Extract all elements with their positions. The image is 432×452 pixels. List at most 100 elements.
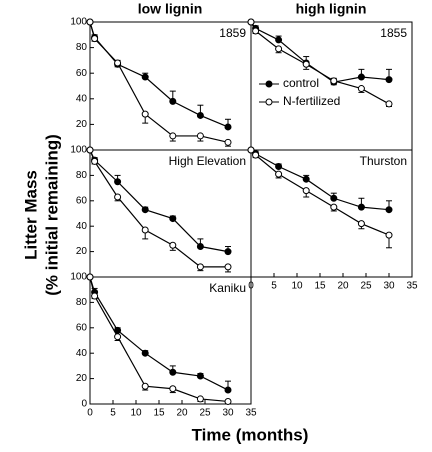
column-title: high lignin xyxy=(296,1,367,17)
x-tick-label: 10 xyxy=(130,408,142,419)
x-tick-label: 15 xyxy=(153,408,165,419)
y-axis-label: Litter Mass xyxy=(21,170,40,260)
y-tick-label: 20 xyxy=(76,246,88,257)
marker xyxy=(169,132,177,140)
marker xyxy=(330,203,338,211)
marker xyxy=(252,151,260,159)
legend-marker xyxy=(265,98,273,106)
panel-title: Kaniku xyxy=(209,281,246,295)
marker xyxy=(141,206,149,214)
marker xyxy=(224,386,232,394)
x-tick-label: 5 xyxy=(110,408,116,419)
series-line xyxy=(250,21,390,105)
marker xyxy=(357,85,365,93)
marker xyxy=(357,203,365,211)
x-tick-label: 35 xyxy=(406,281,418,292)
marker xyxy=(141,226,149,234)
legend-label: control xyxy=(283,76,319,90)
panel-title: 1859 xyxy=(219,26,246,40)
marker xyxy=(357,73,365,81)
marker xyxy=(196,372,204,380)
x-tick-label: 0 xyxy=(87,408,93,419)
y-tick-label: 100 xyxy=(70,145,87,156)
series-line xyxy=(89,276,229,403)
marker xyxy=(91,292,99,300)
y-tick-label: 20 xyxy=(76,119,88,130)
marker xyxy=(114,333,122,341)
marker xyxy=(196,395,204,403)
marker xyxy=(196,111,204,119)
x-tick-label: 20 xyxy=(176,408,188,419)
panel-title: High Elevation xyxy=(169,154,246,168)
marker xyxy=(385,100,393,108)
marker xyxy=(114,178,122,186)
y-tick-label: 100 xyxy=(70,17,87,28)
marker xyxy=(224,397,232,405)
marker xyxy=(224,123,232,131)
x-tick-label: 10 xyxy=(291,281,303,292)
y-tick-label: 100 xyxy=(70,272,87,283)
legend-marker xyxy=(265,80,273,88)
marker xyxy=(169,215,177,223)
marker xyxy=(169,385,177,393)
marker xyxy=(141,73,149,81)
y-tick-label: 60 xyxy=(76,322,88,333)
marker xyxy=(86,273,94,281)
x-tick-label: 5 xyxy=(271,281,277,292)
marker xyxy=(224,263,232,271)
marker xyxy=(247,18,255,26)
series-line xyxy=(89,21,229,128)
marker xyxy=(141,382,149,390)
marker xyxy=(302,60,310,68)
panel-title: 1855 xyxy=(380,26,407,40)
marker xyxy=(385,206,393,214)
marker xyxy=(385,231,393,239)
y-tick-label: 60 xyxy=(76,195,88,206)
marker xyxy=(169,241,177,249)
y-tick-label: 20 xyxy=(76,373,88,384)
marker xyxy=(196,263,204,271)
y-tick-label: 0 xyxy=(81,399,87,410)
y-tick-label: 40 xyxy=(76,93,88,104)
marker xyxy=(196,243,204,251)
y-tick-label: 40 xyxy=(76,348,88,359)
marker xyxy=(330,194,338,202)
column-title: low lignin xyxy=(138,1,203,17)
marker xyxy=(330,77,338,85)
series-line xyxy=(89,276,229,391)
x-tick-label: 35 xyxy=(245,408,257,419)
marker xyxy=(357,220,365,228)
legend-label: N-fertilized xyxy=(283,94,340,108)
marker xyxy=(275,163,283,171)
marker xyxy=(91,35,99,43)
y-tick-label: 40 xyxy=(76,221,88,232)
panel-frame xyxy=(89,149,252,278)
y-axis-label: (% initial remaining) xyxy=(42,134,61,296)
marker xyxy=(275,45,283,53)
panel-frame xyxy=(250,21,413,151)
marker xyxy=(169,368,177,376)
marker xyxy=(196,132,204,140)
series-line xyxy=(89,21,229,143)
x-axis-label: Time (months) xyxy=(192,425,309,444)
marker xyxy=(114,59,122,67)
marker xyxy=(114,193,122,201)
x-tick-label: 15 xyxy=(314,281,326,292)
marker xyxy=(169,97,177,105)
x-tick-label: 25 xyxy=(199,408,211,419)
panel-frame xyxy=(89,21,252,151)
marker xyxy=(385,76,393,84)
marker xyxy=(86,18,94,26)
marker xyxy=(275,170,283,178)
marker xyxy=(141,110,149,118)
marker xyxy=(224,138,232,146)
y-tick-label: 80 xyxy=(76,42,88,53)
marker xyxy=(252,27,260,35)
marker xyxy=(86,146,94,154)
panel-frame xyxy=(250,149,413,278)
panel-title: Thurston xyxy=(360,154,407,168)
y-tick-label: 80 xyxy=(76,170,88,181)
marker xyxy=(224,248,232,256)
